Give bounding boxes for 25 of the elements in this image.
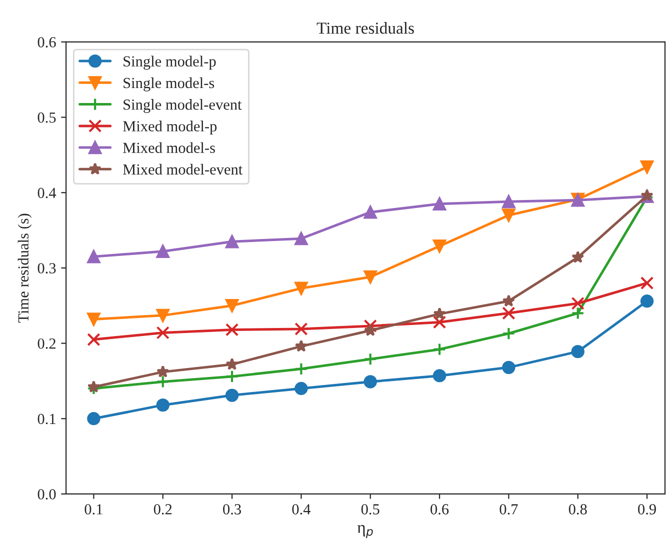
legend-label: Mixed model-p (123, 120, 217, 135)
x-tick-label: 0.7 (500, 504, 518, 515)
y-tick-label: 0.1 (38, 414, 56, 424)
x-tick-label: 0.8 (568, 504, 587, 515)
y-axis-title: Time residuals (s) (18, 214, 32, 323)
x-tick-label: 0.3 (223, 504, 241, 515)
x-tick-label: 0.5 (361, 504, 380, 515)
y-tick-label: 0.0 (38, 489, 56, 500)
x-tick-label: 0.4 (292, 504, 311, 515)
x-tick-label: 0.6 (430, 504, 449, 515)
y-tick-label: 0.4 (38, 188, 56, 198)
x-tick-label: 0.9 (638, 504, 656, 515)
legend-label: Single model-event (124, 99, 242, 113)
legend-label: Single model-s (124, 77, 214, 92)
x-tick-label: 0.1 (84, 504, 102, 515)
y-tick-label: 0.6 (38, 37, 56, 48)
x-axis-title: η$_{p}$ (357, 525, 373, 538)
y-tick-label: 0.2 (38, 338, 56, 349)
legend-label: Mixed model-s (123, 142, 215, 154)
y-tick-label: 0.3 (38, 263, 56, 274)
legend-label: Single model-p (124, 56, 216, 70)
chart-title: Time residuals (316, 22, 414, 34)
legend-label: Mixed model-event (123, 164, 243, 175)
x-tick-label: 0.2 (154, 504, 172, 515)
y-tick-label: 0.5 (38, 112, 56, 123)
